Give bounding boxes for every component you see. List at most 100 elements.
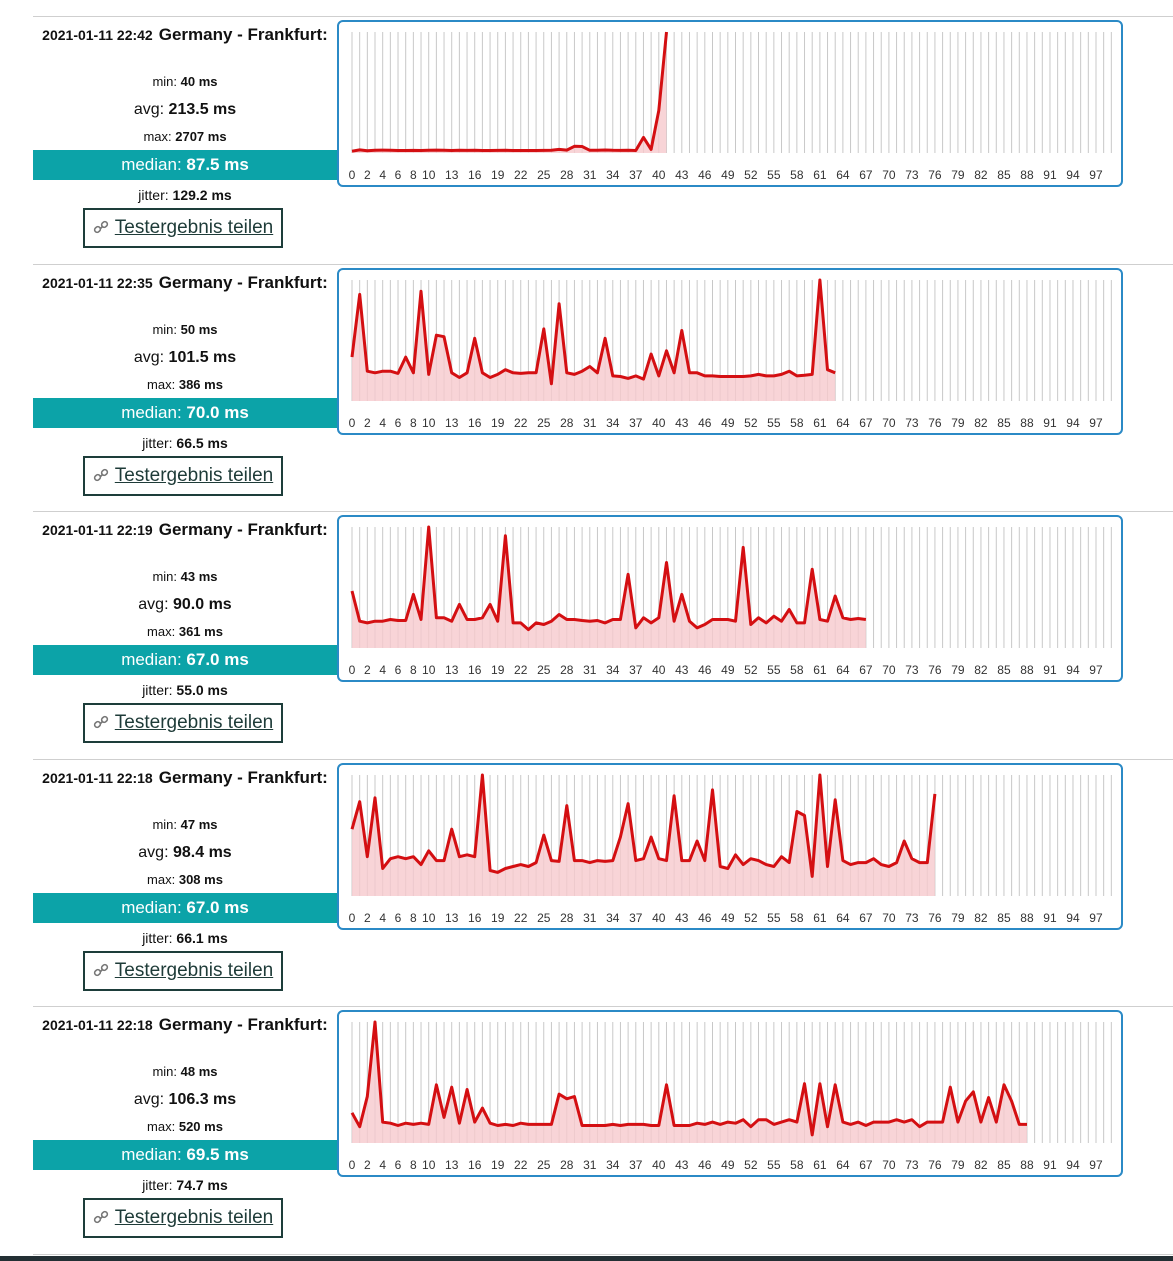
- x-tick-label: 70: [882, 663, 896, 677]
- test-result-info: 2021-01-11 22:19 Germany - Frankfurt: min…: [33, 511, 337, 759]
- x-tick-label: 8: [410, 911, 417, 925]
- jitter-label: jitter:: [138, 187, 169, 203]
- link-icon: [93, 468, 109, 484]
- median-label: median:: [121, 403, 182, 422]
- ping-chart: 0 2 4 6 8 10 13 16 19 22 25 28 31 34 37 40 43 46 49 52 55 58 6…: [337, 1010, 1123, 1177]
- x-tick-label: 73: [905, 911, 919, 925]
- avg-value: 98.4 ms: [172, 844, 232, 861]
- x-tick-label: 10: [422, 663, 436, 677]
- x-tick-label: 91: [1043, 416, 1057, 430]
- test-result-info: 2021-01-11 22:18 Germany - Frankfurt: min…: [33, 759, 337, 1007]
- x-tick-label: 97: [1089, 1158, 1103, 1172]
- avg-label: avg:: [138, 844, 169, 861]
- jitter-label: jitter:: [142, 435, 173, 451]
- max-value: 2707 ms: [175, 129, 227, 144]
- x-tick-label: 58: [790, 416, 804, 430]
- x-tick-label: 37: [629, 168, 643, 182]
- min-stat: min: 47 ms: [33, 817, 337, 832]
- x-tick-label: 31: [583, 416, 597, 430]
- min-label: min:: [152, 817, 178, 832]
- x-tick-label: 34: [606, 168, 620, 182]
- jitter-value: 66.5 ms: [176, 435, 228, 451]
- x-tick-label: 85: [997, 663, 1011, 677]
- x-tick-label: 94: [1066, 416, 1080, 430]
- share-result-button[interactable]: Testergebnis teilen: [83, 1198, 283, 1238]
- row-divider: [33, 1006, 1173, 1007]
- max-value: 361 ms: [178, 624, 223, 639]
- x-tick-label: 25: [537, 1158, 551, 1172]
- test-datetime: 2021-01-11 22:35: [42, 275, 153, 291]
- median-bar: median: 69.5 ms: [33, 1140, 337, 1170]
- jitter-stat: jitter: 66.5 ms: [33, 435, 337, 451]
- x-tick-label: 76: [928, 416, 942, 430]
- x-tick-label: 64: [836, 1158, 850, 1172]
- x-tick-label: 2: [364, 168, 371, 182]
- share-result-button[interactable]: Testergebnis teilen: [83, 208, 283, 248]
- jitter-stat: jitter: 74.7 ms: [33, 1177, 337, 1193]
- x-tick-label: 10: [422, 1158, 436, 1172]
- row-divider: [33, 1254, 1173, 1255]
- max-stat: max: 308 ms: [33, 872, 337, 887]
- x-tick-label: 28: [560, 663, 574, 677]
- ping-line: [350, 278, 836, 386]
- test-title: 2021-01-11 22:35 Germany - Frankfurt:: [33, 271, 337, 295]
- share-result-button[interactable]: Testergebnis teilen: [83, 703, 283, 743]
- x-tick-label: 55: [767, 1158, 781, 1172]
- x-tick-label: 73: [905, 1158, 919, 1172]
- x-tick-label: 67: [859, 416, 873, 430]
- jitter-stat: jitter: 55.0 ms: [33, 682, 337, 698]
- x-tick-label: 76: [928, 911, 942, 925]
- x-tick-label: 79: [951, 168, 965, 182]
- x-tick-label: 4: [379, 663, 386, 677]
- x-tick-label: 49: [721, 416, 735, 430]
- x-tick-label: 61: [813, 416, 827, 430]
- x-tick-label: 16: [468, 416, 482, 430]
- x-tick-label: 85: [997, 168, 1011, 182]
- jitter-value: 74.7 ms: [176, 1177, 228, 1193]
- ping-area: [352, 527, 866, 648]
- test-title: 2021-01-11 22:18 Germany - Frankfurt:: [33, 766, 337, 790]
- x-tick-label: 43: [675, 416, 689, 430]
- test-result-row: 2021-01-11 22:35 Germany - Frankfurt: min…: [33, 264, 1173, 512]
- x-tick-label: 94: [1066, 663, 1080, 677]
- x-tick-label: 8: [410, 416, 417, 430]
- x-tick-label: 0: [349, 1158, 356, 1172]
- max-stat: max: 361 ms: [33, 624, 337, 639]
- x-tick-label: 97: [1089, 663, 1103, 677]
- median-bar: median: 87.5 ms: [33, 150, 337, 180]
- max-stat: max: 2707 ms: [33, 129, 337, 144]
- x-tick-label: 94: [1066, 168, 1080, 182]
- share-result-button[interactable]: Testergebnis teilen: [83, 951, 283, 991]
- x-tick-label: 13: [445, 663, 459, 677]
- max-stat: max: 520 ms: [33, 1119, 337, 1134]
- x-tick-label: 19: [491, 168, 505, 182]
- avg-label: avg:: [133, 101, 165, 118]
- ping-area: [352, 280, 836, 401]
- x-tick-label: 31: [583, 168, 597, 182]
- x-tick-label: 67: [859, 663, 873, 677]
- x-tick-label: 2: [364, 1158, 371, 1172]
- x-tick-label: 70: [882, 168, 896, 182]
- x-tick-label: 10: [422, 168, 436, 182]
- median-value: 87.5 ms: [186, 155, 249, 174]
- x-tick-label: 58: [790, 911, 804, 925]
- x-tick-label: 22: [514, 168, 528, 182]
- test-datetime: 2021-01-11 22:19: [42, 522, 153, 538]
- test-result-row: 2021-01-11 22:18 Germany - Frankfurt: min…: [33, 759, 1173, 1007]
- x-tick-label: 49: [721, 663, 735, 677]
- x-tick-label: 4: [379, 911, 386, 925]
- x-tick-label: 16: [468, 168, 482, 182]
- x-tick-label: 40: [652, 1158, 666, 1172]
- min-label: min:: [152, 569, 178, 584]
- x-tick-label: 4: [379, 1158, 386, 1172]
- x-tick-label: 73: [905, 416, 919, 430]
- ping-chart-svg: 0 2 4 6 8 10 13 16 19 22 25 28 31 34 37 40 43 46 49 52 55 58 6…: [349, 525, 1112, 677]
- x-tick-label: 61: [813, 663, 827, 677]
- x-tick-label: 88: [1020, 168, 1034, 182]
- median-bar: median: 67.0 ms: [33, 645, 337, 675]
- x-tick-label: 97: [1089, 416, 1103, 430]
- share-result-button[interactable]: Testergebnis teilen: [83, 456, 283, 496]
- median-bar: median: 70.0 ms: [33, 398, 337, 428]
- x-tick-label: 28: [560, 911, 574, 925]
- ping-area: [352, 32, 667, 153]
